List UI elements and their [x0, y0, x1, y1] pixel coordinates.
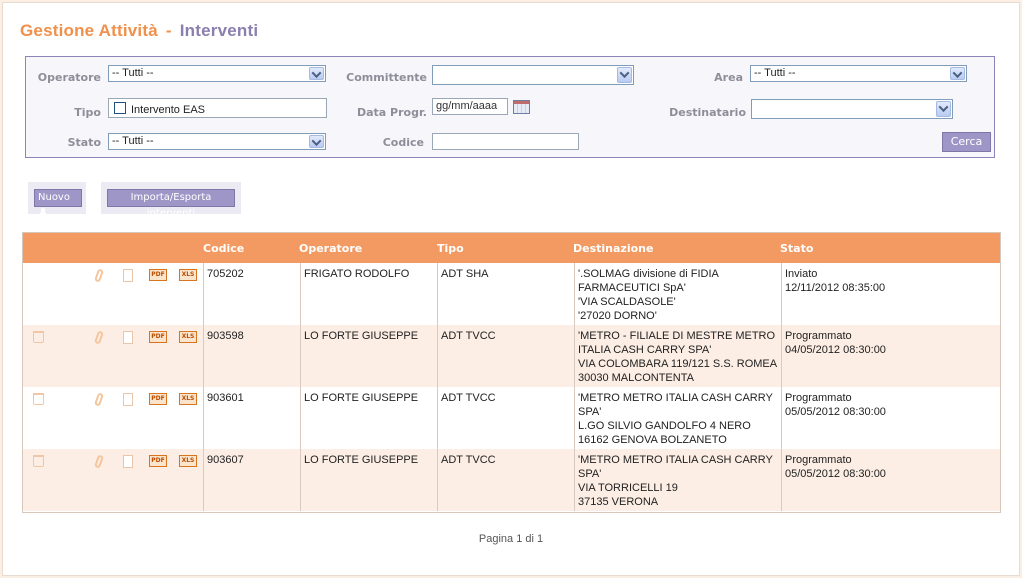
- cell-destinazione: 'METRO - FILIALE DI MESTRE METRO ITALIA …: [574, 325, 781, 387]
- interventi-table: Codice Operatore Tipo Destinazione Stato…: [22, 232, 1001, 513]
- table-row[interactable]: PDF XLS 903598 LO FORTE GIUSEPPE ADT TVCC 'ME…: [23, 325, 1000, 387]
- cell-stato: Programmato 05/05/2012 08:30:00: [781, 449, 1000, 511]
- page-title-sub: Interventi: [179, 21, 259, 40]
- data-progr-input[interactable]: gg/mm/aaaa: [432, 98, 508, 115]
- pdf-icon[interactable]: PDF: [149, 393, 167, 405]
- destinatario-select[interactable]: [751, 99, 953, 119]
- cell-operatore: FRIGATO RODOLFO: [300, 263, 437, 325]
- chevron-down-icon: [309, 67, 324, 80]
- col-header-operatore[interactable]: Operatore: [299, 242, 363, 255]
- calendar-icon[interactable]: [513, 100, 530, 114]
- attachment-icon[interactable]: [93, 330, 105, 345]
- col-header-codice[interactable]: Codice: [203, 242, 245, 255]
- operatore-select-value: -- Tutti --: [112, 67, 154, 79]
- cell-destinazione: 'METRO METRO ITALIA CASH CARRY SPA' VIA …: [574, 449, 781, 511]
- cell-operatore: LO FORTE GIUSEPPE: [300, 325, 437, 387]
- import-export-button[interactable]: Importa/Esporta interventi: [107, 189, 235, 219]
- cell-operatore: LO FORTE GIUSEPPE: [300, 449, 437, 511]
- trash-icon[interactable]: [33, 455, 44, 467]
- xls-icon[interactable]: XLS: [179, 455, 197, 467]
- cell-codice: 903601: [203, 387, 300, 449]
- pdf-icon[interactable]: PDF: [149, 331, 167, 343]
- chevron-down-icon: [950, 67, 965, 80]
- pagination-text: Pagina 1 di 1: [478, 533, 544, 545]
- trash-icon[interactable]: [33, 393, 44, 405]
- table-row[interactable]: PDF XLS 705202 FRIGATO RODOLFO ADT SHA '.SOLM…: [23, 263, 1000, 325]
- area-label: Area: [714, 71, 743, 84]
- destinatario-label: Destinatario: [669, 106, 746, 119]
- cell-tipo: ADT TVCC: [437, 325, 574, 387]
- area-select-value: -- Tutti --: [754, 67, 796, 79]
- search-button[interactable]: Cerca: [942, 132, 991, 152]
- codice-label: Codice: [382, 136, 424, 149]
- document-icon[interactable]: [123, 331, 133, 344]
- area-select[interactable]: -- Tutti --: [750, 65, 967, 82]
- col-header-tipo[interactable]: Tipo: [437, 242, 464, 255]
- xls-icon[interactable]: XLS: [179, 393, 197, 405]
- xls-icon[interactable]: XLS: [179, 331, 197, 343]
- codice-input[interactable]: [432, 133, 579, 150]
- operatore-select[interactable]: -- Tutti --: [108, 65, 326, 82]
- chevron-down-icon: [936, 101, 951, 117]
- attachment-icon[interactable]: [93, 454, 105, 469]
- filter-panel: Operatore -- Tutti -- Committente Area -…: [25, 56, 995, 158]
- cell-operatore: LO FORTE GIUSEPPE: [300, 387, 437, 449]
- chevron-down-icon: [617, 67, 632, 83]
- document-icon[interactable]: [123, 269, 133, 282]
- table-header: Codice Operatore Tipo Destinazione Stato: [23, 233, 1000, 263]
- data-progr-label: Data Progr.: [356, 106, 427, 119]
- cell-destinazione: '.SOLMAG divisione di FIDIA FARMACEUTICI…: [574, 263, 781, 325]
- col-header-stato[interactable]: Stato: [780, 242, 814, 255]
- cell-codice: 903598: [203, 325, 300, 387]
- page-title: Gestione Attività - Interventi: [20, 21, 258, 41]
- table-row[interactable]: PDF XLS 903607 LO FORTE GIUSEPPE ADT TVCC 'ME…: [23, 449, 1000, 511]
- committente-label: Committente: [346, 71, 427, 84]
- stato-select[interactable]: -- Tutti --: [108, 133, 326, 150]
- committente-select[interactable]: [432, 65, 634, 85]
- cell-codice: 903607: [203, 449, 300, 511]
- table-row[interactable]: PDF XLS 903601 LO FORTE GIUSEPPE ADT TVCC 'ME…: [23, 387, 1000, 449]
- cell-tipo: ADT SHA: [437, 263, 574, 325]
- stato-label: Stato: [67, 136, 101, 149]
- user-icon: [40, 208, 46, 217]
- new-button[interactable]: Nuovo: [34, 189, 82, 217]
- tipo-field: [108, 98, 327, 118]
- pdf-icon[interactable]: PDF: [149, 455, 167, 467]
- new-button-label: Nuovo: [38, 192, 70, 203]
- tipo-label: Tipo: [74, 106, 101, 119]
- cell-tipo: ADT TVCC: [437, 387, 574, 449]
- xls-icon[interactable]: XLS: [179, 269, 197, 281]
- page-title-separator: -: [165, 21, 172, 40]
- trash-icon[interactable]: [33, 331, 44, 343]
- chevron-down-icon: [309, 135, 324, 148]
- document-icon[interactable]: [123, 455, 133, 468]
- cell-stato: Programmato 04/05/2012 08:30:00: [781, 325, 1000, 387]
- intervento-eas-checkbox[interactable]: [114, 102, 126, 114]
- cell-tipo: ADT TVCC: [437, 449, 574, 511]
- cell-stato: Inviato 12/11/2012 08:35:00: [781, 263, 1000, 325]
- operatore-label: Operatore: [37, 71, 101, 84]
- stato-select-value: -- Tutti --: [112, 135, 154, 147]
- cell-stato: Programmato 05/05/2012 08:30:00: [781, 387, 1000, 449]
- attachment-icon[interactable]: [93, 268, 105, 283]
- document-icon[interactable]: [123, 393, 133, 406]
- page-title-main: Gestione Attività: [20, 21, 158, 40]
- col-header-destinazione[interactable]: Destinazione: [573, 242, 654, 255]
- intervento-eas-label: Intervento EAS: [131, 104, 205, 116]
- cell-destinazione: 'METRO METRO ITALIA CASH CARRY SPA' L.GO…: [574, 387, 781, 449]
- pdf-icon[interactable]: PDF: [149, 269, 167, 281]
- cell-codice: 705202: [203, 263, 300, 325]
- attachment-icon[interactable]: [93, 392, 105, 407]
